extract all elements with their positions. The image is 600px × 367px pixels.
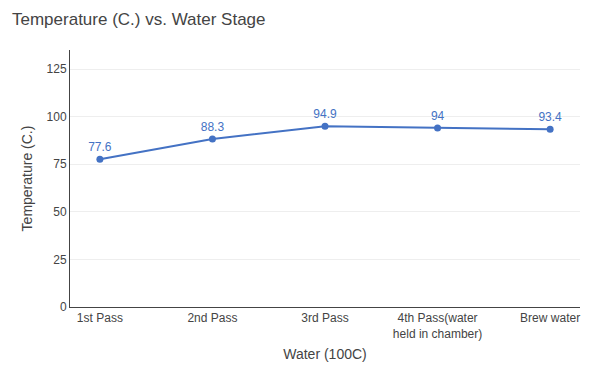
- svg-text:1st Pass: 1st Pass: [77, 311, 123, 325]
- svg-text:94: 94: [431, 109, 445, 123]
- svg-text:0: 0: [60, 300, 67, 314]
- svg-text:2nd Pass: 2nd Pass: [187, 311, 237, 325]
- svg-text:3rd Pass: 3rd Pass: [301, 311, 348, 325]
- svg-text:125: 125: [47, 62, 67, 76]
- svg-text:50: 50: [53, 205, 67, 219]
- svg-text:Temperature (C.): Temperature (C.): [19, 126, 35, 232]
- svg-text:77.6: 77.6: [88, 140, 112, 154]
- svg-text:93.4: 93.4: [538, 110, 562, 124]
- svg-text:25: 25: [53, 253, 67, 267]
- svg-text:88.3: 88.3: [201, 120, 225, 134]
- svg-text:94.9: 94.9: [313, 107, 337, 121]
- svg-text:4th Pass(waterheld in chamber): 4th Pass(waterheld in chamber): [393, 311, 482, 341]
- svg-text:100: 100: [47, 110, 67, 124]
- svg-text:Brew water: Brew water: [520, 311, 580, 325]
- svg-text:75: 75: [53, 157, 67, 171]
- svg-text:Temperature (C.) vs. Water Sta: Temperature (C.) vs. Water Stage: [12, 10, 266, 29]
- svg-text:Water (100C): Water (100C): [283, 346, 367, 362]
